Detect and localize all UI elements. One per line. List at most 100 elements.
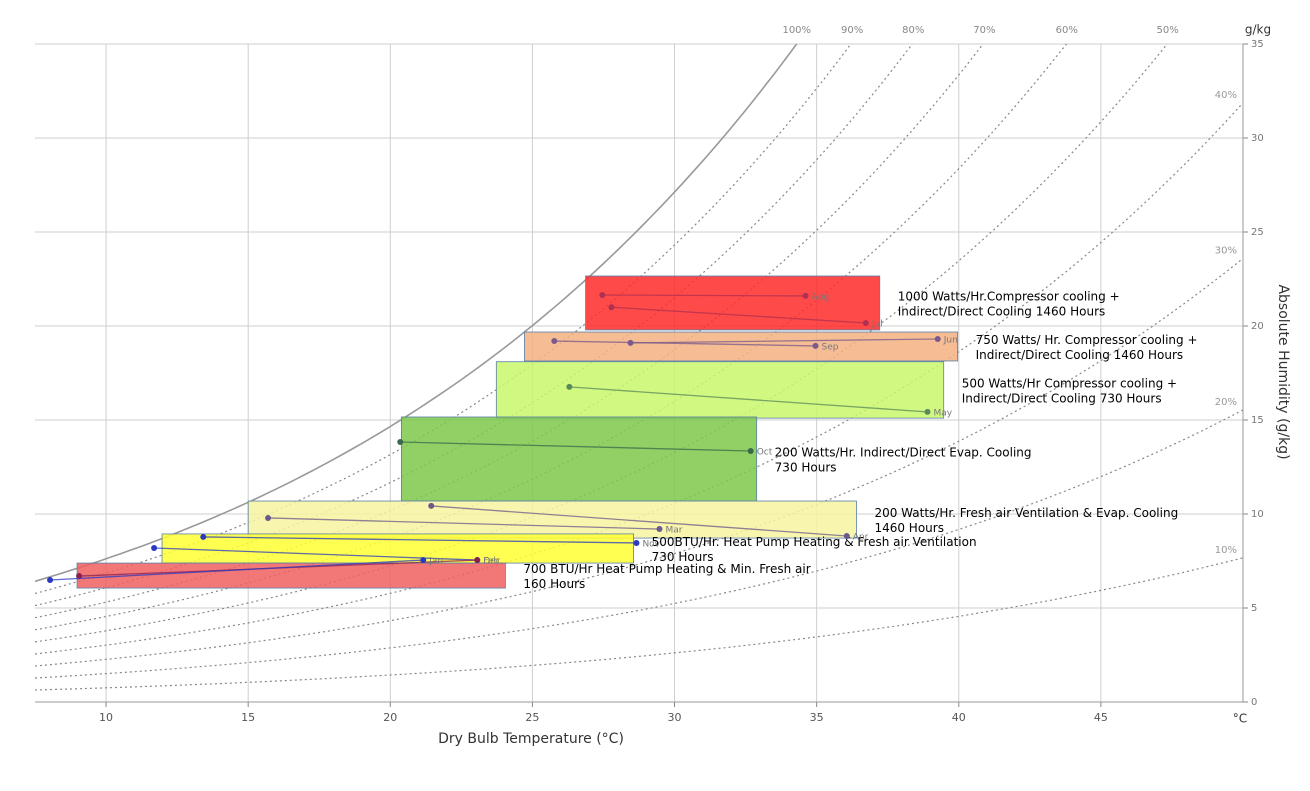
zone-label: 730 Hours xyxy=(775,461,837,475)
y-tick-label: 15 xyxy=(1251,415,1264,426)
y-tick-label: 20 xyxy=(1251,321,1264,332)
y-tick-label: 25 xyxy=(1251,227,1264,238)
x-unit: °C xyxy=(1233,712,1247,726)
zone-label: Indirect/Direct Cooling 730 Hours xyxy=(962,391,1162,405)
month-point xyxy=(802,292,809,299)
month-label: Jun xyxy=(943,335,958,345)
x-axis-label: Dry Bulb Temperature (°C) xyxy=(438,731,624,747)
zone-label: 500 Watts/Hr Compressor cooling + xyxy=(962,376,1177,390)
month-point xyxy=(566,383,573,390)
month-line xyxy=(50,559,424,581)
zone-label: 700 BTU/Hr Heat Pump Heating & Min. Fres… xyxy=(523,562,810,576)
month-label: May xyxy=(933,408,952,418)
rh-curve xyxy=(35,257,1243,667)
rh-label: 10% xyxy=(1215,545,1237,556)
month-label: Mar xyxy=(665,526,682,536)
rh-label: 80% xyxy=(902,25,924,36)
month-point xyxy=(47,576,54,583)
zone xyxy=(247,500,857,539)
month-point xyxy=(397,438,404,445)
zone-label: 160 Hours xyxy=(523,577,585,591)
zone-label: 750 Watts/ Hr. Compressor cooling + xyxy=(976,333,1198,347)
zone-label: 200 Watts/Hr. Indirect/Direct Evap. Cool… xyxy=(775,446,1032,460)
month-point xyxy=(151,545,158,552)
month-point xyxy=(934,335,941,342)
zone xyxy=(161,533,634,564)
month-line xyxy=(554,340,816,347)
x-tick-label: 35 xyxy=(810,711,824,724)
month-line xyxy=(602,294,806,297)
zone-label: Indirect/Direct Cooling 1460 Hours xyxy=(976,348,1184,362)
month-label: Aug xyxy=(812,292,830,302)
month-point xyxy=(474,557,481,564)
month-line xyxy=(611,306,866,324)
month-label: Nov xyxy=(642,539,660,549)
month-point xyxy=(747,448,754,455)
x-tick-label: 20 xyxy=(383,711,397,724)
month-line xyxy=(630,338,938,344)
month-line xyxy=(431,505,847,537)
y-tick-label: 0 xyxy=(1251,697,1257,708)
month-point xyxy=(633,539,640,546)
month-label: Jan xyxy=(428,557,443,567)
zone xyxy=(524,331,959,362)
rh-label: 100% xyxy=(782,25,811,36)
month-point xyxy=(843,532,850,539)
x-tick-label: 30 xyxy=(668,711,682,724)
month-point xyxy=(76,573,83,580)
zone xyxy=(495,361,945,419)
rh-label: 60% xyxy=(1056,25,1078,36)
rh-label: 70% xyxy=(973,25,995,36)
y-tick-label: 35 xyxy=(1251,39,1264,50)
zone-label: 500BTU/Hr. Heat Pump Heating & Fresh air… xyxy=(652,535,977,549)
y-tick-label: 30 xyxy=(1251,133,1264,144)
zone xyxy=(585,275,881,331)
month-point xyxy=(627,339,634,346)
month-point xyxy=(862,319,869,326)
month-line xyxy=(569,386,928,413)
x-tick-label: 10 xyxy=(99,711,113,724)
y-tick-label: 5 xyxy=(1251,603,1257,614)
month-point xyxy=(428,502,435,509)
zone-label: 730 Hours xyxy=(652,550,714,564)
zone-label: 200 Watts/Hr. Fresh air Ventilation & Ev… xyxy=(874,506,1178,520)
month-point xyxy=(656,526,663,533)
x-tick-label: 40 xyxy=(952,711,966,724)
rh-label: 20% xyxy=(1215,397,1237,408)
x-tick-label: 45 xyxy=(1094,711,1108,724)
y-axis-label: Absolute Humidity (g/kg) xyxy=(1275,284,1291,459)
month-point xyxy=(200,533,207,540)
month-point xyxy=(608,304,615,311)
month-point xyxy=(265,514,272,521)
month-point xyxy=(599,291,606,298)
month-line xyxy=(400,441,751,452)
month-label: Dec xyxy=(483,557,500,567)
rh-label: 30% xyxy=(1215,245,1237,256)
y-tick-label: 10 xyxy=(1251,509,1264,520)
zone-label: 1000 Watts/Hr.Compressor cooling + xyxy=(898,289,1120,303)
x-tick-label: 25 xyxy=(525,711,539,724)
month-line xyxy=(268,517,660,530)
rh-curve xyxy=(35,44,798,583)
y-unit: g/kg xyxy=(1245,23,1271,37)
month-label: Oct xyxy=(757,448,773,458)
zone xyxy=(400,416,758,502)
zone-label: Indirect/Direct Cooling 1460 Hours xyxy=(898,304,1106,318)
x-tick-label: 15 xyxy=(241,711,255,724)
month-label: Apr xyxy=(853,532,869,542)
rh-label: 50% xyxy=(1157,25,1179,36)
month-point xyxy=(420,557,427,564)
zone-label: 1460 Hours xyxy=(874,521,944,535)
month-label: Jul xyxy=(871,319,883,329)
month-point xyxy=(812,342,819,349)
rh-curve xyxy=(35,409,1243,679)
month-label: Feb xyxy=(483,557,499,567)
month-point xyxy=(924,408,931,415)
month-line xyxy=(203,536,637,544)
month-label: Sep xyxy=(822,342,839,352)
rh-label: 90% xyxy=(841,25,863,36)
rh-label: 40% xyxy=(1215,90,1237,101)
month-point xyxy=(551,338,558,345)
